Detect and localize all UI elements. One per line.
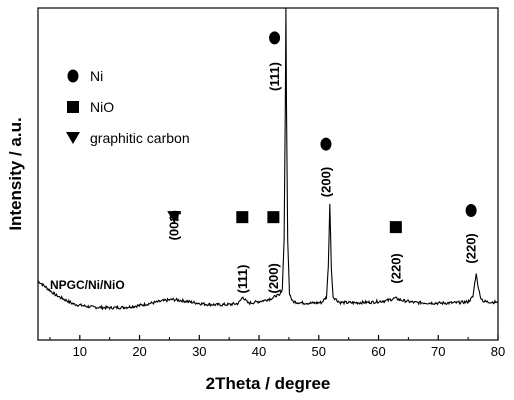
peak-label: (220) xyxy=(464,233,479,263)
x-tick-label: 30 xyxy=(192,344,206,359)
legend-circle-icon xyxy=(67,69,79,83)
peak-label: (002) xyxy=(167,210,182,240)
peak-label: (111) xyxy=(267,62,282,91)
sample-label: NPGC/Ni/NiO xyxy=(50,278,125,292)
peak-square-icon xyxy=(236,211,249,224)
peak-label: (220) xyxy=(388,253,403,283)
x-tick-label: 70 xyxy=(431,344,445,359)
legend-label: NiO xyxy=(90,99,114,115)
legend: Ni NiO graphitic carbon xyxy=(66,68,190,146)
x-tick-label: 40 xyxy=(252,344,266,359)
peak-square-icon xyxy=(389,221,402,234)
x-tick-label: 10 xyxy=(73,344,87,359)
x-axis-tick-labels: 10 20 30 40 50 60 70 80 xyxy=(73,344,506,359)
peak-annotations: (002) (111) (200) (111) (200) (220) (220) xyxy=(167,31,479,294)
x-axis-ticks xyxy=(49,335,499,340)
peak-circle-icon xyxy=(465,204,477,218)
x-tick-label: 60 xyxy=(371,344,385,359)
plot-area-frame xyxy=(37,7,499,341)
legend-label: graphitic carbon xyxy=(90,130,190,146)
legend-triangle-down-icon xyxy=(66,132,80,144)
peak-label: (111) xyxy=(235,265,250,294)
peak-circle-icon xyxy=(269,31,281,45)
x-tick-label: 20 xyxy=(132,344,146,359)
series-line-npgc-ni-nio xyxy=(37,7,499,311)
y-axis-title: Intensity / a.u. xyxy=(6,117,25,230)
legend-label: Ni xyxy=(90,68,103,84)
legend-square-icon xyxy=(67,101,79,113)
x-axis-title: 2Theta / degree xyxy=(206,374,331,393)
peak-label: (200) xyxy=(266,263,281,293)
x-tick-label: 80 xyxy=(491,344,505,359)
peak-square-icon xyxy=(267,211,280,224)
peak-label: (200) xyxy=(318,167,333,197)
peak-triangle-down-icon xyxy=(167,211,182,224)
peak-circle-icon xyxy=(320,137,332,151)
x-tick-label: 50 xyxy=(312,344,326,359)
